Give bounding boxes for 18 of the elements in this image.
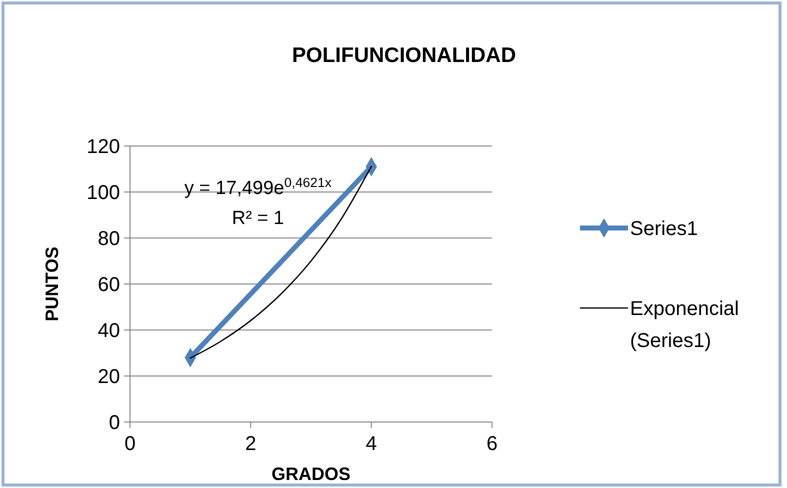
y-tick-label: 0: [108, 412, 120, 434]
annotation: y = 17,499e$^{0,4621x}$: [184, 174, 332, 199]
y-axis-title: PUNTOS: [42, 246, 62, 322]
y-tick-label: 120: [86, 136, 120, 158]
annotation: R² = 1: [232, 208, 284, 229]
y-tick-label: 100: [86, 182, 120, 204]
chart-title: POLIFUNCIONALIDAD: [292, 44, 516, 67]
x-axis-title: GRADOS: [271, 464, 351, 484]
x-tick-label: 6: [486, 433, 498, 455]
y-tick-label: 60: [98, 274, 120, 296]
y-tick-label: 40: [98, 320, 120, 342]
y-tick-label: 80: [98, 228, 120, 250]
y-tick-label: 20: [98, 366, 120, 388]
x-tick-label: 0: [124, 433, 136, 455]
x-tick-label: 4: [366, 433, 377, 455]
legend-label: Series1: [630, 218, 698, 240]
x-tick-label: 2: [245, 433, 256, 455]
legend-label: Exponencial (Series1): [630, 298, 739, 352]
